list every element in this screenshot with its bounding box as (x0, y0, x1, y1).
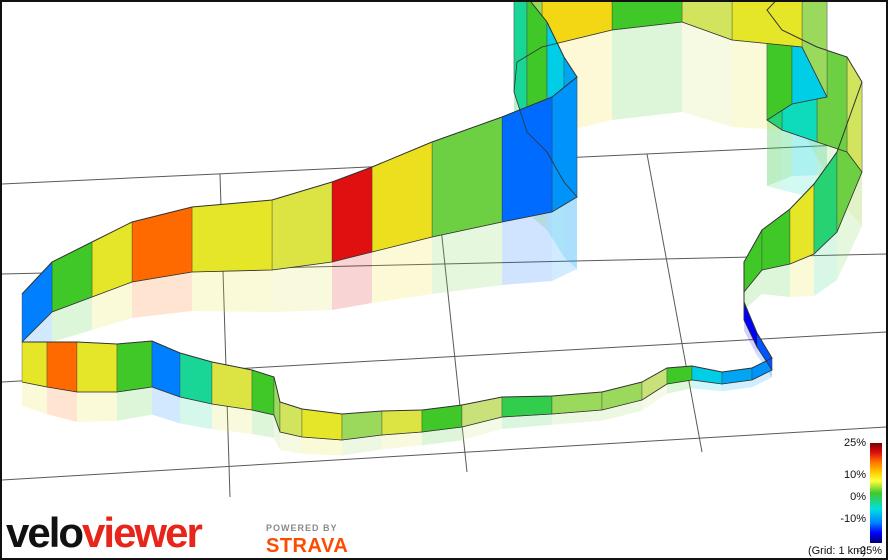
reflection-segment (612, 22, 682, 120)
reflection-segment (744, 270, 762, 310)
reflection-segment (642, 384, 667, 411)
route-segment (501, 395, 553, 418)
route-segment (191, 199, 273, 273)
route-segment (131, 206, 193, 283)
reflection-segment (342, 435, 382, 456)
route-segment (46, 341, 78, 393)
reflection-segment (252, 410, 274, 438)
reflection-segment (552, 197, 577, 281)
route-base-edge (21, 21, 863, 441)
reflection-segment (132, 272, 192, 318)
gradient-color-scale (870, 443, 882, 543)
reflection-segment (744, 320, 757, 356)
reflection-segment (47, 387, 77, 422)
route-segment (279, 401, 303, 438)
reflection-segment (180, 397, 212, 430)
reflection-segment (382, 432, 422, 450)
reflection-segment (372, 237, 432, 303)
reflection-segment (762, 264, 790, 297)
reflection-segment (814, 232, 837, 296)
reflection-segment (502, 212, 552, 285)
route-segment (761, 208, 791, 271)
grid-scale-note: (Grid: 1 km) (807, 545, 866, 557)
legend-label-minus-10: -10% (840, 513, 866, 525)
strava-logo[interactable]: STRAVA (266, 535, 349, 557)
reflection-segment (602, 400, 642, 421)
route-segment (331, 166, 373, 263)
route-segment (371, 141, 433, 253)
route-segment (501, 96, 553, 223)
reflection-segment (152, 387, 180, 424)
reflection-segment (272, 262, 332, 312)
route-segment (731, 2, 803, 48)
reflection-segment (332, 252, 372, 310)
reflection-segment (502, 414, 552, 429)
reflection-segment (274, 415, 280, 450)
grid-line (2, 426, 886, 481)
grid-line (646, 153, 703, 453)
route-top-edge (21, 2, 863, 415)
reflection-segment (692, 380, 722, 392)
reflection-segment (117, 387, 152, 421)
reflection-segment (280, 432, 302, 454)
veloviewer-logo-viewer: viewer (82, 509, 203, 556)
route-elevation-ribbon (21, 2, 863, 441)
reflection-segment (682, 22, 732, 127)
legend-label-0: 0% (850, 491, 866, 503)
reflection-segment (564, 182, 577, 269)
veloviewer-logo[interactable]: veloviewer (6, 509, 203, 556)
powered-by-label: POWERED BY (266, 523, 338, 533)
route-segment (76, 341, 118, 393)
reflection-segment (432, 222, 502, 294)
reflection-segment (752, 370, 772, 388)
reflection-segment (212, 404, 252, 434)
reflection-segment (462, 417, 502, 441)
reflection-segment (77, 392, 117, 422)
legend-label-minus-25: -25% (856, 545, 882, 557)
reflection-segment (552, 410, 602, 425)
reflection-segment (422, 427, 462, 446)
route-segment (551, 76, 578, 213)
reflection-segment (302, 437, 342, 456)
reflection-segment (782, 130, 817, 199)
legend-label-10: 10% (843, 469, 866, 481)
route-segment (431, 116, 503, 238)
reflection-segment (192, 270, 272, 312)
route-segment (271, 181, 333, 271)
reflection-segment (722, 380, 752, 392)
route-segment (251, 369, 275, 416)
reflection-segment (92, 282, 132, 330)
legend-label-25: 25% (843, 437, 866, 449)
route-segment (381, 409, 423, 436)
veloviewer-logo-velo: velo (6, 509, 84, 556)
route-segment (116, 340, 153, 393)
reflection-segment (22, 382, 47, 414)
route-segment (21, 341, 48, 388)
reflection-segment (790, 254, 814, 297)
reflection-segment (767, 120, 782, 190)
reflection-segment (837, 172, 862, 280)
